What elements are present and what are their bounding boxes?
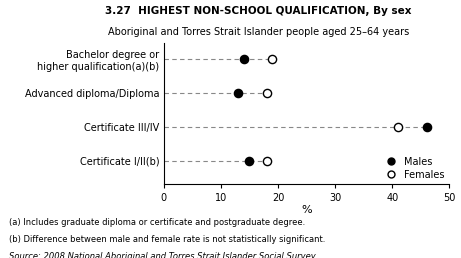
- Point: [394, 125, 402, 129]
- X-axis label: %: %: [301, 205, 312, 215]
- Text: Source: 2008 National Aboriginal and Torres Strait Islander Social Survey.: Source: 2008 National Aboriginal and Tor…: [9, 252, 318, 258]
- Point: [269, 57, 276, 61]
- Point: [246, 159, 253, 163]
- Legend: Males, Females: Males, Females: [382, 157, 444, 180]
- Text: Aboriginal and Torres Strait Islander people aged 25–64 years: Aboriginal and Torres Strait Islander pe…: [107, 27, 409, 37]
- Point: [234, 91, 242, 95]
- Point: [240, 57, 248, 61]
- Point: [423, 125, 430, 129]
- Text: (a) Includes graduate diploma or certificate and postgraduate degree.: (a) Includes graduate diploma or certifi…: [9, 218, 306, 227]
- Text: (b) Difference between male and female rate is not statistically significant.: (b) Difference between male and female r…: [9, 235, 325, 244]
- Point: [263, 91, 270, 95]
- Text: 3.27  HIGHEST NON-SCHOOL QUALIFICATION, By sex: 3.27 HIGHEST NON-SCHOOL QUALIFICATION, B…: [105, 6, 411, 17]
- Point: [263, 159, 270, 163]
